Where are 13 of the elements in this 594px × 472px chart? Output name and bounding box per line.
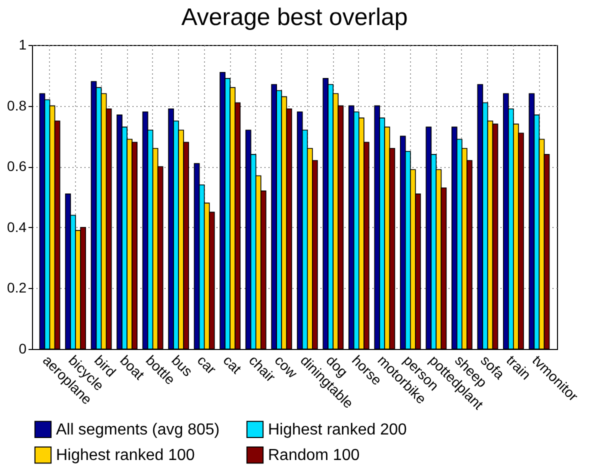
y-tick-label: 0.4 — [7, 218, 27, 235]
y-tick-label: 0.6 — [7, 158, 27, 174]
y-tick-label: 0.8 — [7, 97, 27, 114]
legend-label: Highest ranked 100 — [56, 447, 195, 464]
y-tick-label: 0.2 — [7, 280, 27, 296]
y-tick-label: 0 — [18, 340, 27, 356]
x-tick-label: car — [194, 352, 220, 378]
legend-label: All segments (avg 805) — [56, 421, 220, 438]
chart-title: Average best overlap — [181, 4, 408, 31]
x-tick-label: cat — [220, 352, 245, 377]
legend-label: Highest ranked 200 — [268, 421, 407, 438]
legend-label: Random 100 — [268, 447, 360, 464]
y-tick-label: 1 — [18, 36, 27, 52]
